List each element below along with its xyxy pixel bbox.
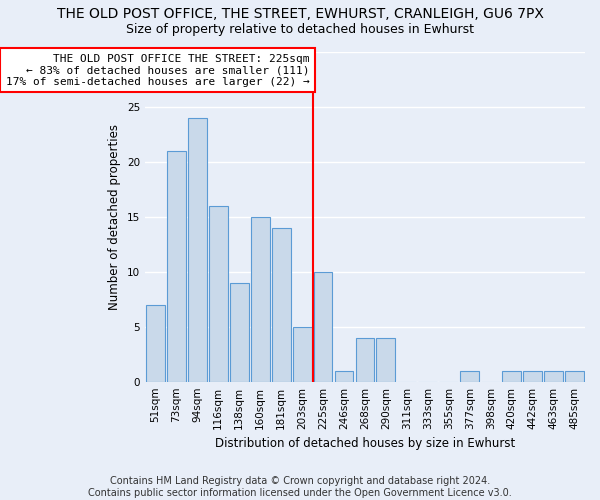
- Bar: [251, 216, 269, 382]
- X-axis label: Distribution of detached houses by size in Ewhurst: Distribution of detached houses by size …: [215, 437, 515, 450]
- Text: Contains HM Land Registry data © Crown copyright and database right 2024.
Contai: Contains HM Land Registry data © Crown c…: [88, 476, 512, 498]
- Bar: [209, 206, 228, 382]
- Bar: [293, 326, 311, 382]
- Text: THE OLD POST OFFICE, THE STREET, EWHURST, CRANLEIGH, GU6 7PX: THE OLD POST OFFICE, THE STREET, EWHURST…: [56, 8, 544, 22]
- Bar: [356, 338, 374, 382]
- Bar: [230, 282, 248, 382]
- Y-axis label: Number of detached properties: Number of detached properties: [108, 124, 121, 310]
- Bar: [314, 272, 332, 382]
- Bar: [167, 150, 186, 382]
- Bar: [272, 228, 290, 382]
- Bar: [188, 118, 207, 382]
- Bar: [335, 370, 353, 382]
- Bar: [565, 370, 584, 382]
- Text: Size of property relative to detached houses in Ewhurst: Size of property relative to detached ho…: [126, 22, 474, 36]
- Bar: [544, 370, 563, 382]
- Bar: [376, 338, 395, 382]
- Bar: [523, 370, 542, 382]
- Bar: [146, 304, 165, 382]
- Text: THE OLD POST OFFICE THE STREET: 225sqm
← 83% of detached houses are smaller (111: THE OLD POST OFFICE THE STREET: 225sqm ←…: [5, 54, 310, 87]
- Bar: [460, 370, 479, 382]
- Bar: [502, 370, 521, 382]
